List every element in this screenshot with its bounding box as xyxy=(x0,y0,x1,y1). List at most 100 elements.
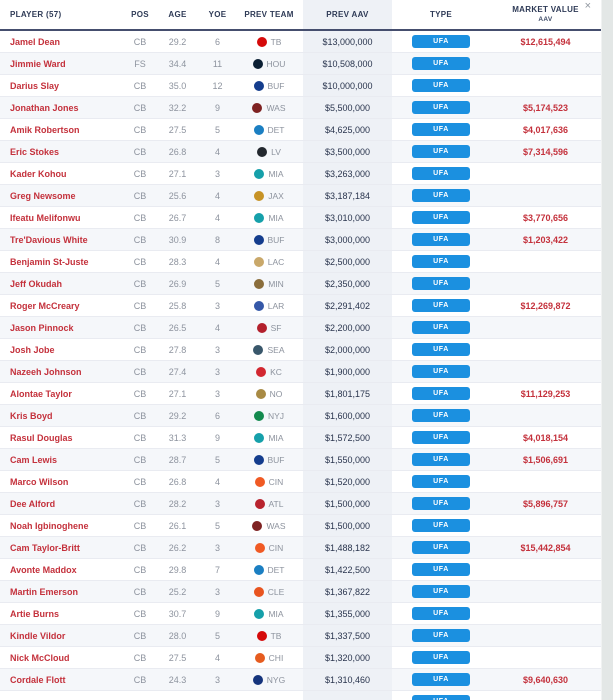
type-badge: UFA xyxy=(412,629,470,642)
player-name-link[interactable]: Amik Robertson xyxy=(10,124,80,135)
column-header-type[interactable]: TYPE xyxy=(429,9,453,19)
prev-team-cell: HOU xyxy=(235,58,303,69)
prev-aav-cell: $3,263,000 xyxy=(303,163,392,184)
yoe-cell: 5 xyxy=(214,124,220,135)
age-cell: 27.5 xyxy=(168,652,187,663)
scrollbar-track[interactable] xyxy=(601,0,613,700)
player-name-link[interactable]: Cam Taylor-Britt xyxy=(10,542,80,553)
prev-team-cell: NYJ xyxy=(235,410,303,421)
column-header-prev-aav[interactable]: PREV AAV xyxy=(303,0,392,29)
player-name-link[interactable]: Nazeeh Johnson xyxy=(10,366,82,377)
column-header-market-value[interactable]: MARKET VALUE AAV xyxy=(490,0,601,29)
player-name-link[interactable]: Cam Lewis xyxy=(10,454,58,465)
age-cell: 26.8 xyxy=(168,146,187,157)
team-logo-icon xyxy=(252,520,263,531)
player-name-link[interactable]: Jimmie Ward xyxy=(10,58,66,69)
player-name-link[interactable]: Rasul Douglas xyxy=(10,432,73,443)
type-badge: UFA xyxy=(412,453,470,466)
player-name-link[interactable]: Dee Alford xyxy=(10,498,56,509)
table-row: Cam Lewis CB 28.7 5 BUF $1,550,000 UFA $… xyxy=(0,449,601,471)
team-logo-icon xyxy=(256,366,267,377)
player-name-link[interactable]: Darius Slay xyxy=(10,80,60,91)
player-name-link[interactable]: Tre'Davious White xyxy=(10,234,88,245)
player-name-link[interactable]: Artie Burns xyxy=(10,608,60,619)
yoe-cell: 8 xyxy=(214,234,220,245)
type-cell: UFA xyxy=(392,123,490,136)
type-cell: UFA xyxy=(392,167,490,180)
pos-cell: CB xyxy=(133,432,147,443)
type-badge: UFA xyxy=(412,79,470,92)
prev-aav-cell: $1,500,000 xyxy=(303,515,392,536)
pos-cell: CB xyxy=(133,234,147,245)
player-name-link[interactable]: Kader Kohou xyxy=(10,168,67,179)
type-cell: UFA xyxy=(392,497,490,510)
player-name-link[interactable]: Josh Jobe xyxy=(10,344,55,355)
player-name-link[interactable]: Kindle Vildor xyxy=(10,630,66,641)
team-abbr: DET xyxy=(267,124,285,135)
yoe-cell: 9 xyxy=(214,608,220,619)
player-name-link[interactable]: Roger McCreary xyxy=(10,300,80,311)
player-name-link[interactable]: Jamel Dean xyxy=(10,36,61,47)
market-value-cell: $11,129,253 xyxy=(520,388,571,399)
age-cell: 29.2 xyxy=(168,410,187,421)
player-name-link[interactable]: Greg Newsome xyxy=(10,190,76,201)
team-abbr: LV xyxy=(271,146,281,157)
pos-cell: CB xyxy=(133,652,147,663)
age-cell: 25.6 xyxy=(168,190,187,201)
yoe-cell: 4 xyxy=(214,212,220,223)
prev-aav-cell: $1,422,500 xyxy=(303,559,392,580)
prev-aav-cell: $1,520,000 xyxy=(303,471,392,492)
age-cell: 26.5 xyxy=(168,322,187,333)
column-header-player[interactable]: PLAYER (57) xyxy=(10,9,62,19)
age-cell: 26.8 xyxy=(168,476,187,487)
player-name-link[interactable]: Jason Pinnock xyxy=(10,322,74,333)
yoe-cell: 6 xyxy=(214,410,220,421)
player-name-link[interactable]: Cordale Flott xyxy=(10,674,66,685)
yoe-cell: 6 xyxy=(214,36,220,47)
player-name-link[interactable]: Jeff Okudah xyxy=(10,278,63,289)
team-logo-icon xyxy=(254,212,265,223)
player-name-link[interactable]: Benjamin St-Juste xyxy=(10,256,89,267)
yoe-cell: 4 xyxy=(214,652,220,663)
player-name-link[interactable]: Marco Wilson xyxy=(10,476,69,487)
team-logo-icon xyxy=(253,256,264,267)
age-cell: 26.1 xyxy=(168,520,187,531)
type-cell: UFA xyxy=(392,431,490,444)
column-header-pos[interactable]: POS xyxy=(131,9,149,19)
type-badge: UFA xyxy=(412,123,470,136)
player-name-link[interactable]: Noah Igbinoghene xyxy=(10,520,89,531)
team-logo-icon xyxy=(253,80,264,91)
type-badge: UFA xyxy=(412,101,470,114)
market-value-cell: $5,896,757 xyxy=(522,498,569,509)
player-name-link[interactable]: Avonte Maddox xyxy=(10,564,77,575)
table-row: Alontae Taylor CB 27.1 3 NO $1,801,175 U… xyxy=(0,383,601,405)
team-logo-icon xyxy=(254,168,265,179)
player-name-link[interactable]: Eric Stokes xyxy=(10,146,60,157)
team-logo-icon xyxy=(254,432,265,443)
pos-cell: FS xyxy=(134,58,146,69)
yoe-cell: 3 xyxy=(214,344,220,355)
type-badge: UFA xyxy=(412,57,470,70)
player-name-link[interactable]: Martin Emerson xyxy=(10,586,79,597)
market-value-cell: $1,203,422 xyxy=(522,234,569,245)
column-header-age[interactable]: AGE xyxy=(168,9,187,19)
close-icon[interactable]: × xyxy=(584,0,591,12)
yoe-cell: 4 xyxy=(214,256,220,267)
team-logo-icon xyxy=(252,102,263,113)
table-row: Jonathan Jones CB 32.2 9 WAS $5,500,000 … xyxy=(0,97,601,119)
player-name-link[interactable]: Jonathan Jones xyxy=(10,102,79,113)
team-abbr: BUF xyxy=(267,80,285,91)
player-name-link[interactable]: Kris Boyd xyxy=(10,410,53,421)
player-name-link[interactable]: Alontae Taylor xyxy=(10,388,72,399)
column-header-prev-team[interactable]: PREV TEAM xyxy=(244,9,294,19)
prev-aav-cell: $1,355,000 xyxy=(303,603,392,624)
age-cell: 30.7 xyxy=(168,608,187,619)
player-name-link[interactable]: Nick McCloud xyxy=(10,652,70,663)
team-abbr: HOU xyxy=(266,58,286,69)
column-header-yoe[interactable]: YOE xyxy=(208,9,227,19)
player-name-link[interactable]: Ifeatu Melifonwu xyxy=(10,212,81,223)
pos-cell: CB xyxy=(133,124,147,135)
team-logo-icon xyxy=(254,278,265,289)
market-value-cell: $1,506,691 xyxy=(522,454,569,465)
type-cell: UFA xyxy=(392,145,490,158)
